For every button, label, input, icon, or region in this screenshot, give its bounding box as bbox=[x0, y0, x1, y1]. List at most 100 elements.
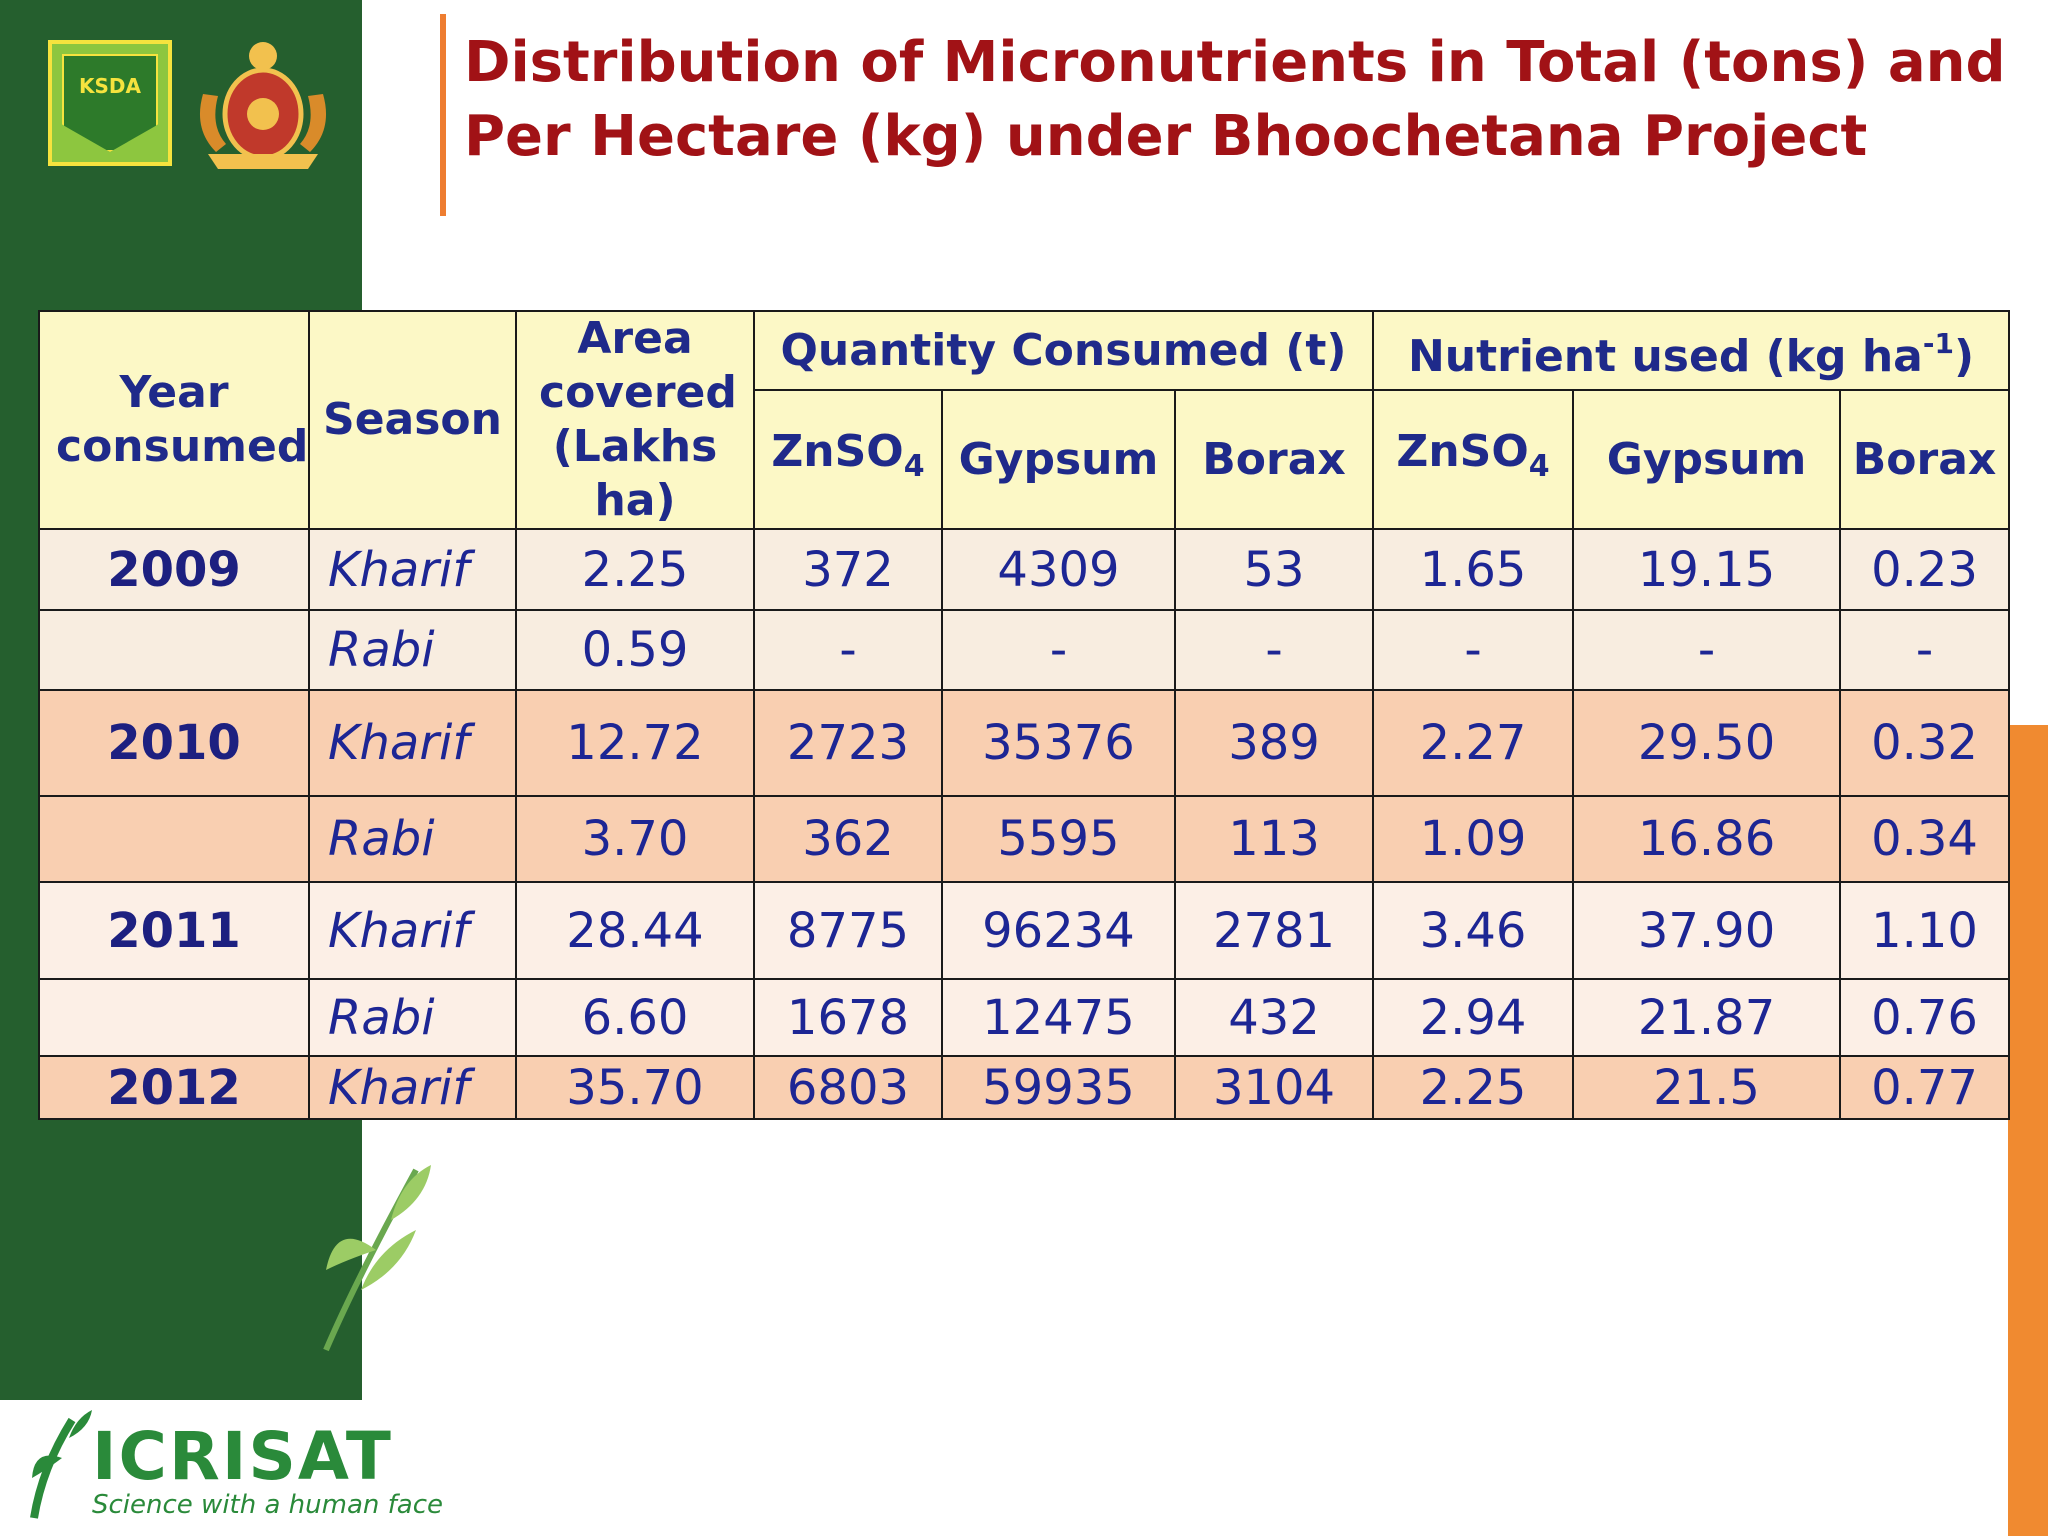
cell-n-gypsum: - bbox=[1572, 609, 1842, 691]
header-n-znso4: ZnSO4 bbox=[1372, 389, 1575, 530]
plant-leaf-icon bbox=[323, 1165, 431, 1352]
table-row: 2012 Kharif 35.70 6803 59935 3104 2.25 2… bbox=[38, 1055, 2011, 1120]
cell-year: 2012 bbox=[38, 1055, 310, 1120]
cell-q-znso4: 6803 bbox=[753, 1055, 943, 1120]
cell-n-borax: 0.32 bbox=[1839, 689, 2011, 797]
cell-season: Kharif bbox=[308, 1055, 517, 1120]
cell-season: Rabi bbox=[308, 609, 517, 691]
header-nutrient-used: Nutrient used (kg ha-1) bbox=[1372, 310, 2011, 391]
cell-q-znso4: 372 bbox=[753, 528, 943, 611]
cell-q-znso4: 2723 bbox=[753, 689, 943, 797]
cell-year: 2011 bbox=[38, 881, 310, 980]
header-q-znso4-sub: 4 bbox=[903, 449, 925, 484]
cell-q-borax: - bbox=[1173, 609, 1375, 691]
cell-q-znso4: 362 bbox=[753, 795, 943, 883]
cell-season: Rabi bbox=[308, 795, 517, 883]
cell-q-gypsum: 4309 bbox=[941, 528, 1176, 611]
cell-season: Kharif bbox=[308, 881, 517, 980]
header-year: Year consumed bbox=[38, 310, 310, 530]
cell-q-borax: 432 bbox=[1173, 978, 1375, 1057]
cell-q-borax: 53 bbox=[1173, 528, 1375, 611]
cell-year bbox=[38, 795, 310, 883]
cell-q-borax: 3104 bbox=[1173, 1055, 1375, 1120]
table-row: Rabi 6.60 1678 12475 432 2.94 21.87 0.76 bbox=[38, 978, 2011, 1057]
cell-n-znso4: 2.25 bbox=[1372, 1055, 1575, 1120]
table-row: 2009 Kharif 2.25 372 4309 53 1.65 19.15 … bbox=[38, 528, 2011, 611]
cell-n-znso4: - bbox=[1372, 609, 1575, 691]
header-area: Area covered (Lakhs ha) bbox=[515, 310, 755, 530]
cell-q-borax: 389 bbox=[1173, 689, 1375, 797]
cell-year: 2009 bbox=[38, 528, 310, 611]
header-season: Season bbox=[308, 310, 517, 530]
karnataka-emblem-logo bbox=[199, 42, 327, 169]
cell-n-znso4: 1.65 bbox=[1372, 528, 1575, 611]
cell-area: 28.44 bbox=[515, 881, 755, 980]
title-line-1: Distribution of Micronutrients in Total … bbox=[464, 30, 2006, 95]
cell-n-znso4: 2.94 bbox=[1372, 978, 1575, 1057]
cell-n-borax: 0.76 bbox=[1839, 978, 2011, 1057]
cell-n-gypsum: 29.50 bbox=[1572, 689, 1842, 797]
cell-q-gypsum: 59935 bbox=[941, 1055, 1176, 1120]
micronutrient-table: Year consumed Season Area covered (Lakhs… bbox=[38, 310, 2011, 1120]
cell-n-gypsum: 16.86 bbox=[1572, 795, 1842, 883]
cell-q-znso4: - bbox=[753, 609, 943, 691]
header-q-znso4: ZnSO4 bbox=[753, 389, 943, 530]
cell-n-borax: 0.34 bbox=[1839, 795, 2011, 883]
cell-area: 12.72 bbox=[515, 689, 755, 797]
cell-season: Rabi bbox=[308, 978, 517, 1057]
header-n-znso4-sub: 4 bbox=[1528, 449, 1550, 484]
cell-q-znso4: 8775 bbox=[753, 881, 943, 980]
cell-n-znso4: 2.27 bbox=[1372, 689, 1575, 797]
header-n-znso4-base: ZnSO bbox=[1396, 426, 1529, 477]
table-row: Rabi 0.59 - - - - - - bbox=[38, 609, 2011, 691]
icrisat-tagline: Science with a human face bbox=[92, 1490, 444, 1520]
header-q-znso4-base: ZnSO bbox=[771, 426, 904, 477]
cell-n-gypsum: 21.87 bbox=[1572, 978, 1842, 1057]
cell-n-borax: 0.77 bbox=[1839, 1055, 2011, 1120]
cell-q-gypsum: - bbox=[941, 609, 1176, 691]
right-orange-bar bbox=[2008, 725, 2048, 1536]
table-row: Rabi 3.70 362 5595 113 1.09 16.86 0.34 bbox=[38, 795, 2011, 883]
header-q-borax: Borax bbox=[1173, 389, 1375, 530]
header-n-gypsum: Gypsum bbox=[1572, 389, 1842, 530]
cell-season: Kharif bbox=[308, 528, 517, 611]
logo-footer-area bbox=[0, 1400, 362, 1536]
cell-n-gypsum: 21.5 bbox=[1572, 1055, 1842, 1120]
header-nutrient-text: Nutrient used (kg ha bbox=[1407, 331, 1923, 382]
header-quantity-consumed: Quantity Consumed (t) bbox=[752, 310, 1375, 391]
cell-year: 2010 bbox=[38, 689, 310, 797]
cell-n-borax: 1.10 bbox=[1839, 881, 2011, 980]
icrisat-name: ICRISAT bbox=[92, 1418, 393, 1495]
icrisat-logo-icon bbox=[30, 1410, 92, 1519]
cell-year bbox=[38, 609, 310, 691]
cell-q-borax: 2781 bbox=[1173, 881, 1375, 980]
cell-n-gypsum: 37.90 bbox=[1572, 881, 1842, 980]
cell-n-znso4: 1.09 bbox=[1372, 795, 1575, 883]
cell-season: Kharif bbox=[308, 689, 517, 797]
cell-n-znso4: 3.46 bbox=[1372, 881, 1575, 980]
cell-q-gypsum: 96234 bbox=[941, 881, 1176, 980]
cell-n-borax: 0.23 bbox=[1839, 528, 2011, 611]
ksda-logo: KSDA bbox=[48, 40, 172, 166]
cell-q-gypsum: 5595 bbox=[941, 795, 1176, 883]
cell-area: 6.60 bbox=[515, 978, 755, 1057]
table-row: 2010 Kharif 12.72 2723 35376 389 2.27 29… bbox=[38, 689, 2011, 797]
cell-q-borax: 113 bbox=[1173, 795, 1375, 883]
cell-q-gypsum: 35376 bbox=[941, 689, 1176, 797]
cell-n-borax: - bbox=[1839, 609, 2011, 691]
cell-q-gypsum: 12475 bbox=[941, 978, 1176, 1057]
table-row: 2011 Kharif 28.44 8775 96234 2781 3.46 3… bbox=[38, 881, 2011, 980]
ksda-logo-text: KSDA bbox=[79, 74, 141, 98]
title-line-2: Per Hectare (kg) under Bhoochetana Proje… bbox=[464, 104, 1868, 169]
header-nutrient-close: ) bbox=[1953, 331, 1975, 382]
cell-q-znso4: 1678 bbox=[753, 978, 943, 1057]
title-accent-rule bbox=[440, 14, 446, 216]
header-nutrient-unit-sup: -1 bbox=[1922, 327, 1954, 360]
header-q-gypsum: Gypsum bbox=[941, 389, 1176, 530]
page-title: Distribution of Micronutrients in Total … bbox=[464, 26, 2034, 174]
header-n-borax: Borax bbox=[1839, 389, 2011, 530]
cell-area: 35.70 bbox=[515, 1055, 755, 1120]
cell-area: 0.59 bbox=[515, 609, 755, 691]
cell-area: 2.25 bbox=[515, 528, 755, 611]
cell-year bbox=[38, 978, 310, 1057]
